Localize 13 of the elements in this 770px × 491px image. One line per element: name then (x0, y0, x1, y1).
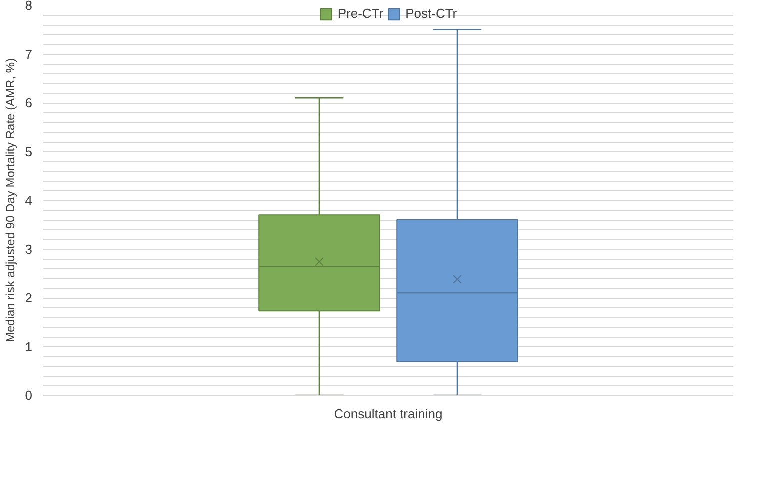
y-axis-title: Median risk adjusted 90 Day Mortality Rate (AMR, %) (3, 58, 18, 343)
y-tick-label: 2 (25, 290, 33, 306)
legend-label: Post-CTr (406, 6, 458, 21)
y-tick-label: 6 (25, 96, 33, 110)
y-tick-label: 4 (25, 193, 33, 208)
y-tick-label: 1 (25, 339, 33, 354)
legend-label: Pre-CTr (338, 6, 384, 21)
y-tick-label: 5 (25, 144, 33, 160)
y-tick-label: 8 (25, 0, 33, 13)
y-tick-label: 3 (25, 242, 33, 257)
y-tick-label: 0 (25, 388, 33, 403)
x-tick-label: Consultant training (334, 406, 443, 422)
y-tick-label: 7 (25, 46, 33, 62)
